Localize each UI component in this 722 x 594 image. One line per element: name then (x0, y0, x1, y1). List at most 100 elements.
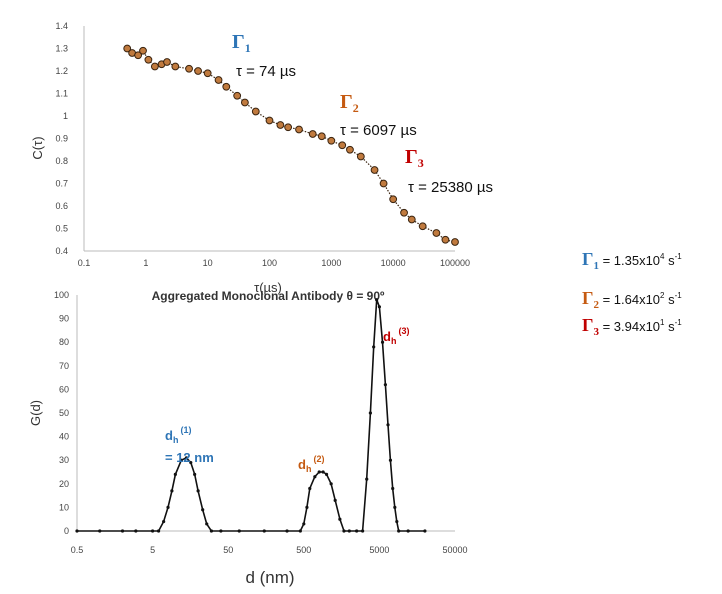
distribution-point (329, 482, 333, 486)
decay-rates-legend: Γ1 = 1.35x104 s-1 Γ2 = 1.64x102 s-1 Γ3 =… (582, 249, 682, 338)
dh3-annotation: dh(3) (383, 326, 409, 346)
distribution-point (193, 472, 197, 476)
correlation-x-tick-label: 10000 (381, 258, 406, 268)
distribution-point (324, 472, 329, 476)
distribution-y-tick-label: 40 (59, 432, 69, 442)
correlation-point (389, 195, 398, 204)
correlation-point (222, 82, 231, 91)
distribution-point (173, 472, 177, 476)
correlation-y-tick-label: 1.4 (55, 21, 68, 31)
correlation-point (185, 64, 193, 73)
distribution-point (162, 519, 166, 524)
distribution-point (305, 505, 309, 509)
gamma2-tau: τ = 6097 µs (340, 122, 417, 139)
correlation-points (123, 44, 459, 246)
distribution-point (166, 505, 170, 509)
correlation-point (163, 58, 171, 66)
correlation-y-tick-label: 0.6 (55, 201, 68, 211)
correlation-x-label: τ(µs) (254, 280, 282, 295)
distribution-point (120, 529, 125, 533)
distribution-point (237, 529, 241, 533)
distribution-point (196, 489, 200, 493)
distribution-y-tick-label: 80 (59, 337, 69, 347)
correlation-point (432, 229, 441, 237)
correlation-y-tick-label: 0.4 (55, 246, 68, 256)
distribution-point (285, 529, 289, 533)
correlation-y-tick-label: 1.3 (55, 44, 68, 54)
dh1-value: = 12 nm (165, 450, 214, 465)
distribution-y-tick-label: 10 (59, 502, 69, 512)
distribution-point (302, 522, 306, 526)
distribution-x-tick-label: 50000 (442, 545, 467, 555)
distribution-ticks: 0.5 5 50 500 5000 50000 0 10 20 30 40 50 60 70 80 90 100 (54, 290, 468, 555)
correlation-y-tick-label: 0.9 (55, 134, 68, 144)
correlation-point (327, 136, 336, 145)
distribution-y-tick-label: 0 (64, 526, 69, 536)
distribution-point (184, 456, 189, 460)
distribution-point (372, 345, 376, 349)
correlation-point (171, 62, 180, 71)
distribution-point (423, 529, 427, 533)
distribution-point (397, 529, 401, 533)
correlation-point (346, 145, 354, 154)
distribution-x-tick-label: 50 (223, 545, 233, 555)
distribution-point (388, 458, 393, 462)
correlation-x-tick-label: 0.1 (78, 258, 91, 268)
distribution-point (219, 529, 223, 533)
correlation-point (203, 69, 212, 78)
correlation-point (379, 179, 388, 188)
correlation-point (451, 238, 459, 246)
correlation-point (338, 141, 347, 150)
rate-gamma3: Γ3 = 3.94x101 s-1 (582, 315, 682, 338)
correlation-y-tick-label: 1 (63, 111, 68, 121)
distribution-line (75, 298, 427, 533)
distribution-point (151, 529, 155, 533)
correlation-x-tick-label: 100 (262, 258, 277, 268)
distribution-point (308, 486, 312, 491)
distribution-point (406, 529, 410, 533)
correlation-point (265, 116, 274, 125)
dh3-label: dh(3) (383, 326, 409, 346)
distribution-point (342, 529, 346, 533)
correlation-point (233, 91, 242, 100)
correlation-point (295, 125, 303, 134)
distribution-x-label: d (nm) (245, 568, 294, 587)
correlation-y-tick-label: 1.1 (55, 89, 68, 99)
distribution-point (134, 529, 138, 533)
distribution-point (321, 470, 325, 474)
distribution-point (383, 383, 387, 387)
distribution-point (365, 477, 369, 481)
distribution-y-tick-label: 20 (59, 479, 69, 489)
distribution-y-tick-label: 100 (54, 290, 69, 300)
distribution-x-tick-label: 0.5 (71, 545, 84, 555)
distribution-title: Aggregated Monoclonal Antibody θ = 90º (152, 289, 385, 303)
distribution-y-tick-label: 30 (59, 455, 69, 465)
distribution-point (209, 529, 214, 533)
distribution-curve (77, 299, 425, 532)
correlation-point (284, 123, 293, 132)
distribution-point (262, 529, 266, 533)
correlation-x-tick-label: 10 (203, 258, 213, 268)
distribution-chart: Aggregated Monoclonal Antibody θ = 90º 0… (28, 289, 468, 587)
gamma3-annotation: Γ3 τ = 25380 µs (405, 146, 493, 196)
distribution-y-tick-label: 70 (59, 361, 69, 371)
distribution-point (386, 423, 390, 427)
correlation-x-tick-label: 100000 (440, 258, 470, 268)
distribution-point (156, 529, 161, 533)
distribution-y-label: G(d) (28, 400, 43, 426)
rate-gamma1: Γ1 = 1.35x104 s-1 (582, 249, 682, 272)
correlation-axes (83, 26, 455, 252)
correlation-y-tick-label: 0.7 (55, 179, 68, 189)
distribution-point (368, 411, 372, 415)
distribution-point (395, 519, 399, 524)
distribution-point (333, 498, 337, 502)
gamma2-label: Γ2 (340, 91, 359, 115)
distribution-point (189, 460, 193, 465)
distribution-x-tick-label: 5 (150, 545, 155, 555)
correlation-point (370, 166, 379, 174)
rate-gamma2: Γ2 = 1.64x102 s-1 (582, 288, 682, 311)
distribution-point (170, 489, 174, 493)
correlation-point (276, 121, 285, 129)
correlation-x-tick-label: 1 (143, 258, 148, 268)
